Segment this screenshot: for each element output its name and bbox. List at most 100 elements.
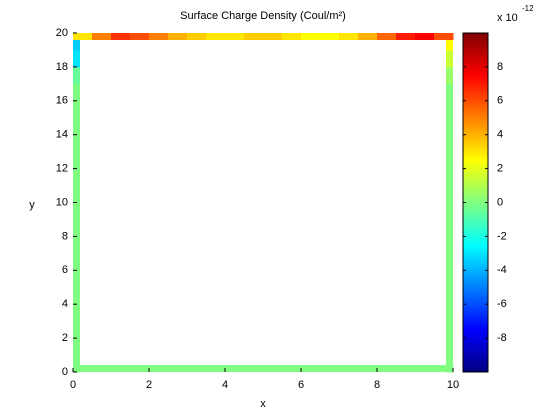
charge-cell	[446, 253, 453, 271]
charge-cell	[446, 83, 453, 102]
charge-cell	[446, 168, 453, 187]
colorbar-tick-label: -2	[497, 230, 507, 242]
x-tick-label: 8	[374, 379, 380, 391]
charge-cell	[263, 365, 302, 372]
charge-cell	[358, 33, 378, 40]
charge-cell	[446, 66, 453, 85]
charge-cell	[446, 100, 453, 119]
colorbar	[462, 32, 489, 373]
charge-cell	[446, 33, 453, 51]
charge-cell	[187, 365, 226, 372]
charge-cell	[225, 33, 245, 40]
charge-cell	[244, 33, 264, 40]
colorbar-tick-label: -6	[497, 298, 507, 310]
charge-cell	[73, 253, 80, 271]
charge-cell	[396, 33, 416, 40]
charge-cell	[130, 33, 150, 40]
charge-cell	[187, 33, 207, 40]
charge-cell	[446, 321, 453, 339]
charge-cell	[446, 49, 453, 68]
charge-cell	[73, 321, 80, 339]
charge-cell	[446, 355, 453, 373]
charge-cell	[149, 33, 169, 40]
charge-cell	[446, 219, 453, 237]
charge-cell	[377, 365, 416, 372]
charge-cell	[377, 33, 397, 40]
charge-cell	[446, 270, 453, 288]
charge-cell	[73, 151, 80, 170]
y-tick-label: 6	[62, 264, 68, 276]
charge-cell	[446, 117, 453, 136]
charge-cell	[225, 365, 264, 372]
charge-cell	[282, 33, 302, 40]
charge-cell	[111, 365, 150, 372]
charge-cell	[73, 168, 80, 187]
charge-cell	[339, 33, 359, 40]
charge-cell	[73, 365, 112, 372]
colorbar-tick-label: 6	[497, 95, 503, 107]
charge-cell	[415, 365, 454, 372]
charge-cell	[149, 365, 188, 372]
charge-cell	[446, 134, 453, 153]
colorbar-tick-label: -8	[497, 332, 507, 344]
y-tick-label: 14	[56, 129, 68, 141]
charge-cell	[446, 304, 453, 322]
charge-cell	[301, 33, 321, 40]
charge-cell	[446, 185, 453, 203]
charge-cell	[301, 365, 340, 372]
charge-cell	[434, 33, 454, 40]
charge-cell	[73, 134, 80, 153]
charge-cell	[73, 202, 80, 220]
charge-cell	[446, 236, 453, 254]
colorbar-tick-label: 4	[497, 129, 503, 141]
color-multiplier: x 10	[497, 12, 518, 24]
charge-cell	[73, 304, 80, 322]
chart-title: Surface Charge Density (Coul/m²)	[180, 10, 346, 22]
charge-cell	[73, 33, 93, 40]
x-tick-label: 0	[70, 379, 76, 391]
colorbar-tick-label: 8	[497, 61, 503, 73]
charge-cell	[339, 365, 378, 372]
charge-cell	[320, 33, 340, 40]
charge-cell	[168, 33, 188, 40]
charge-cell	[73, 33, 80, 51]
y-tick-label: 0	[62, 366, 68, 378]
y-tick-label: 12	[56, 163, 68, 175]
y-tick-label: 16	[56, 95, 68, 107]
y-tick-label: 10	[56, 196, 68, 208]
x-tick-label: 6	[298, 379, 304, 391]
charge-cell	[111, 33, 131, 40]
charge-cell	[73, 185, 80, 203]
charge-cell	[415, 33, 435, 40]
charge-cell	[73, 49, 80, 68]
charge-cell	[446, 151, 453, 170]
charge-cell	[73, 117, 80, 136]
colorbar-tick-label: -4	[497, 264, 507, 276]
y-axis-label: y	[29, 199, 35, 211]
charge-cell	[73, 236, 80, 254]
charge-cell	[73, 355, 80, 373]
colorbar-tick-label: 0	[497, 196, 503, 208]
charge-cell	[73, 270, 80, 288]
charge-cell	[446, 287, 453, 305]
y-tick-label: 2	[62, 332, 68, 344]
charge-cell	[73, 100, 80, 119]
x-tick-label: 10	[447, 379, 459, 391]
color-exponent: -12	[522, 4, 534, 13]
x-tick-label: 4	[222, 379, 228, 391]
x-axis-label: x	[260, 398, 266, 410]
y-tick-label: 8	[62, 230, 68, 242]
y-tick-label: 20	[56, 27, 68, 39]
charge-cell	[73, 338, 80, 356]
charge-cell	[73, 83, 80, 102]
colorbar-tick-label: 2	[497, 163, 503, 175]
charge-cell	[446, 338, 453, 356]
charge-cell	[73, 287, 80, 305]
charge-cell	[73, 219, 80, 237]
charge-cell	[92, 33, 112, 40]
charge-cell	[263, 33, 283, 40]
charge-cell	[73, 66, 80, 85]
y-tick-label: 4	[62, 298, 68, 310]
x-tick-label: 2	[146, 379, 152, 391]
